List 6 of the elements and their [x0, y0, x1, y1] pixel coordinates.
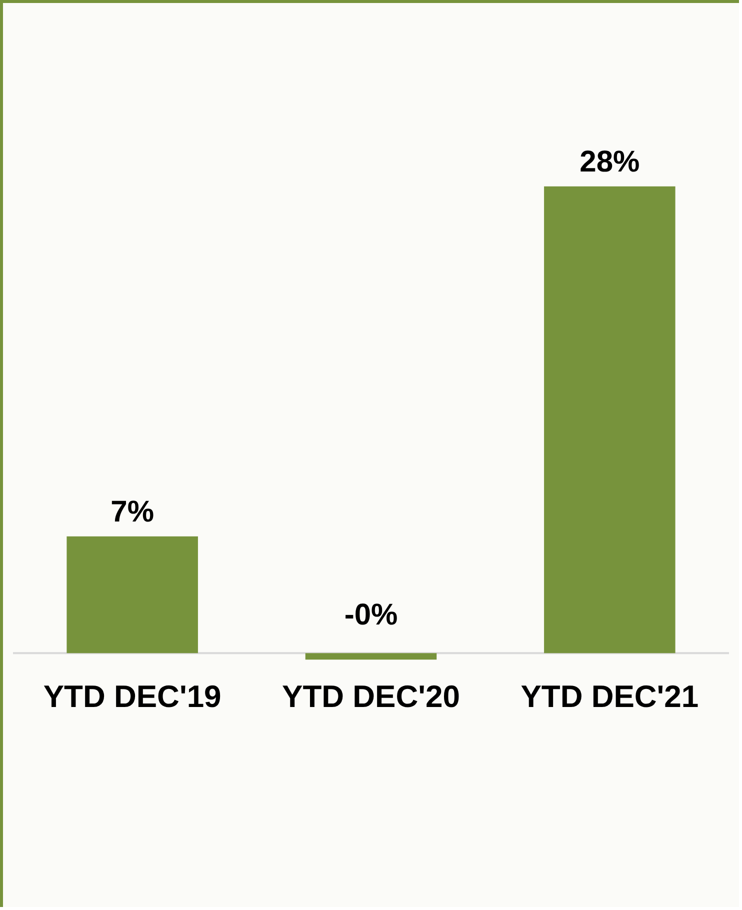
data-label: 7% [110, 496, 154, 529]
data-label: -0% [344, 598, 398, 632]
x-tick-label: YTD DEC'21 [520, 678, 699, 714]
data-label: 28% [580, 146, 640, 179]
x-tick-label: YTD DEC'19 [43, 678, 222, 714]
x-tick-label: YTD DEC'20 [282, 678, 460, 714]
